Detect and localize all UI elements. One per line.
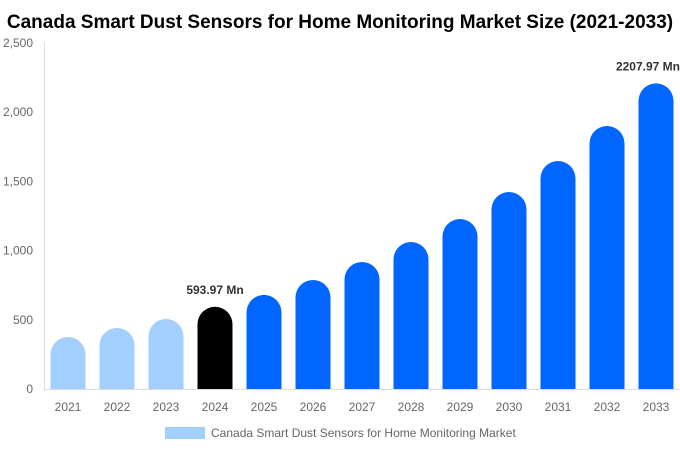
- x-tick-label: 2022: [104, 400, 131, 414]
- data-label: 2207.97 Mn: [616, 59, 680, 73]
- legend-swatch: [165, 427, 205, 439]
- y-tick-label: 2,000: [3, 105, 33, 119]
- y-tick-label: 1,000: [3, 244, 33, 258]
- bar-2026[interactable]: [295, 279, 331, 389]
- bar-2032[interactable]: [589, 126, 625, 389]
- chart-title: Canada Smart Dust Sensors for Home Monit…: [7, 12, 673, 33]
- bar-2027[interactable]: [344, 261, 380, 389]
- legend[interactable]: Canada Smart Dust Sensors for Home Monit…: [165, 426, 516, 440]
- y-tick-label: 1,500: [3, 174, 33, 188]
- x-tick-label: 2023: [153, 400, 180, 414]
- bar-2031[interactable]: [540, 161, 576, 389]
- y-tick-label: 500: [13, 313, 33, 327]
- data-label: 593.97 Mn: [186, 283, 243, 297]
- x-tick-label: 2027: [349, 400, 376, 414]
- bar-2022[interactable]: [99, 327, 135, 389]
- bar-2024[interactable]: [197, 306, 233, 389]
- x-tick-label: 2031: [545, 400, 572, 414]
- x-tick-label: 2029: [447, 400, 474, 414]
- x-tick-label: 2033: [643, 400, 670, 414]
- bar-2025[interactable]: [246, 294, 282, 389]
- y-tick-label: 0: [26, 382, 33, 396]
- legend-label: Canada Smart Dust Sensors for Home Monit…: [211, 426, 516, 440]
- x-tick-label: 2032: [594, 400, 621, 414]
- x-tick-label: 2025: [251, 400, 278, 414]
- bar-2029[interactable]: [442, 219, 478, 389]
- y-tick-label: 2,500: [3, 36, 33, 50]
- x-tick-label: 2028: [398, 400, 425, 414]
- bar-2028[interactable]: [393, 242, 429, 389]
- bar-2023[interactable]: [148, 318, 184, 389]
- x-tick-label: 2026: [300, 400, 327, 414]
- x-tick-label: 2024: [202, 400, 229, 414]
- bar-2021[interactable]: [50, 336, 86, 389]
- x-tick-label: 2021: [55, 400, 82, 414]
- bar-2030[interactable]: [491, 192, 527, 389]
- x-tick-label: 2030: [496, 400, 523, 414]
- bar-2033[interactable]: [638, 83, 674, 389]
